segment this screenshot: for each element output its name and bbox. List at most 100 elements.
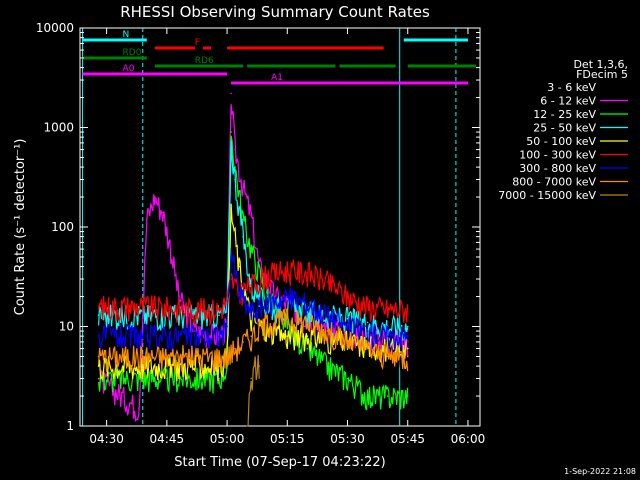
series-6: [97, 248, 409, 352]
mode-label-RD6: RD6: [195, 56, 214, 66]
data-point-4-4: [238, 265, 240, 268]
series-7: [97, 307, 409, 372]
data-point-3-1: [145, 314, 148, 316]
data-point-2-14: [346, 377, 349, 380]
data-point-1-1: [137, 407, 140, 410]
data-point-4-7: [286, 335, 289, 337]
data-point-2-6: [230, 131, 232, 133]
data-point-0-4: [162, 286, 164, 288]
y-tick-label-3: 1000: [43, 121, 74, 135]
legend-label-6: 300 - 800 keV: [519, 162, 596, 175]
mode-bars: N F RD0 RD6 A0 A1: [82, 30, 476, 85]
legend-label-7: 800 - 7000 keV: [512, 176, 596, 189]
data-point-1-13: [250, 214, 252, 217]
data-point-5-9: [286, 269, 289, 271]
data-point-0-18: [366, 355, 369, 358]
series-line-8: [246, 354, 260, 427]
data-point-7-2: [186, 355, 188, 358]
data-point-8-2: [254, 365, 256, 367]
mode-label-RD0: RD0: [123, 48, 142, 58]
data-point-7-12: [346, 341, 349, 343]
series-8: [246, 354, 260, 427]
data-point-6-4: [226, 325, 228, 328]
y-tick-label-1: 10: [59, 320, 74, 334]
series-line-2: [98, 135, 409, 411]
data-point-2-17: [406, 395, 409, 397]
data-point-2-2: [166, 377, 168, 380]
data-point-2-16: [386, 395, 389, 397]
data-point-1-10: [230, 92, 232, 95]
mode-label-N: N: [123, 30, 130, 40]
data-point-1-3: [154, 196, 156, 198]
data-point-6-0: [97, 335, 100, 337]
data-point-4-11: [406, 347, 409, 350]
data-point-2-11: [286, 325, 289, 328]
data-point-3-14: [366, 321, 369, 324]
legend-label-3: 25 - 50 keV: [533, 122, 596, 135]
data-point-6-11: [326, 314, 329, 316]
data-point-6-15: [406, 335, 409, 337]
axis-ticks: 04:30 04:45 05:00 05:15 05:30 05:45 06:00 1 10 10…: [36, 21, 485, 446]
data-point-7-3: [218, 355, 220, 358]
y-tick-label-2: 100: [51, 220, 74, 234]
data-point-3-13: [346, 317, 349, 320]
data-point-5-10: [306, 271, 309, 274]
data-point-3-16: [406, 325, 409, 328]
data-point-2-12: [306, 347, 309, 350]
data-point-3-0: [97, 314, 100, 316]
data-point-6-5: [230, 248, 232, 250]
x-axis-label: Start Time (07-Sep-17 04:23:22): [174, 455, 385, 470]
data-point-6-12: [346, 325, 349, 328]
data-point-5-8: [266, 274, 269, 276]
data-point-7-9: [286, 317, 289, 320]
mode-bar-F: F: [154, 38, 384, 50]
data-point-6-6: [238, 291, 240, 294]
mode-bar-A1: A1: [231, 73, 468, 85]
data-point-2-15: [366, 395, 369, 397]
y-tick-label-0: 1: [66, 419, 74, 433]
data-point-5-1: [145, 305, 148, 307]
data-point-7-7: [250, 335, 252, 337]
legend-label-5: 100 - 300 keV: [519, 149, 596, 162]
data-point-5-0: [97, 305, 100, 307]
data-point-7-14: [386, 355, 389, 358]
data-point-7-15: [406, 355, 409, 358]
data-point-2-9: [250, 248, 252, 250]
data-point-8-1: [250, 377, 252, 380]
data-point-6-10: [306, 302, 309, 305]
legend-label-8: 7000 - 15000 keV: [498, 189, 596, 202]
data-point-7-6: [242, 341, 244, 343]
data-point-5-13: [366, 305, 369, 307]
mode-bar-N: N: [82, 30, 468, 42]
data-point-5-7: [250, 284, 252, 287]
mode-label-A1: A1: [271, 73, 283, 83]
x-tick-label-6: 06:00: [451, 432, 486, 446]
x-tick-label-0: 04:30: [89, 432, 124, 446]
data-point-5-3: [218, 308, 220, 310]
legend-header-line-1: Det 1,3,6,: [573, 58, 628, 71]
data-point-7-10: [306, 321, 309, 324]
data-point-0-2: [145, 278, 148, 280]
legend-label-4: 50 - 100 keV: [526, 135, 596, 148]
data-point-8-0: [246, 425, 248, 427]
plot-area: N F RD0 RD6 A0 A1 04:30 04:45 05:00 05:15 05:30 05…: [36, 21, 485, 446]
series-2: [97, 131, 409, 411]
data-point-7-4: [226, 355, 228, 358]
data-point-8-3: [258, 365, 260, 367]
x-tick-label-4: 05:30: [330, 432, 365, 446]
x-tick-label-3: 05:15: [270, 432, 305, 446]
y-axis-label: Count Rate (s⁻¹ detector⁻¹): [13, 139, 28, 316]
data-point-1-4: [162, 211, 164, 214]
series-line-7: [98, 307, 409, 372]
data-point-7-13: [366, 347, 369, 350]
data-point-1-11: [234, 148, 236, 151]
chart-title: RHESSI Observing Summary Count Rates: [120, 3, 430, 21]
data-point-1-5: [170, 248, 172, 250]
data-point-5-15: [406, 308, 409, 310]
data-point-6-8: [266, 302, 269, 305]
legend-label-1: 6 - 12 keV: [540, 95, 596, 108]
mode-bar-A0: A0: [82, 64, 228, 76]
data-point-3-7: [242, 235, 244, 238]
data-point-3-6: [234, 178, 236, 181]
data-series: [97, 92, 409, 427]
